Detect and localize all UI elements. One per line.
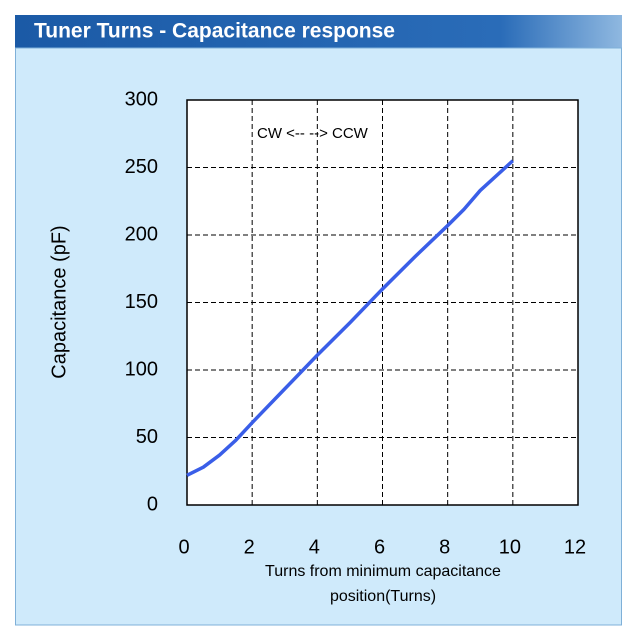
header-bar (15, 15, 622, 48)
y-tick-label: 300 (125, 88, 158, 110)
y-tick-label: 200 (125, 223, 158, 245)
data-line (186, 159, 515, 477)
y-tick-label: 250 (125, 156, 158, 178)
x-tick-label: 0 (178, 536, 189, 558)
chart-title: Tuner Turns - Capacitance response (34, 20, 395, 43)
x-tick-label: 10 (499, 536, 521, 558)
y-tick-label: 0 (147, 493, 158, 515)
x-tick-label: 6 (374, 536, 385, 558)
y-tick-label: 100 (125, 358, 158, 380)
x-tick-label: 8 (439, 536, 450, 558)
x-axis-label: position(Turns) (330, 588, 436, 605)
x-tick-label: 12 (564, 536, 586, 558)
y-tick-label: 150 (125, 291, 158, 313)
x-axis-label: Turns from minimum capacitance (265, 563, 501, 580)
y-tick-label: 50 (136, 426, 158, 448)
annotation: CW <-- --> CCW (257, 125, 369, 142)
y-axis-label: Capacitance (pF) (48, 225, 70, 378)
plot-border (186, 99, 579, 506)
x-tick-label: 4 (309, 536, 320, 558)
x-tick-label: 2 (244, 536, 255, 558)
